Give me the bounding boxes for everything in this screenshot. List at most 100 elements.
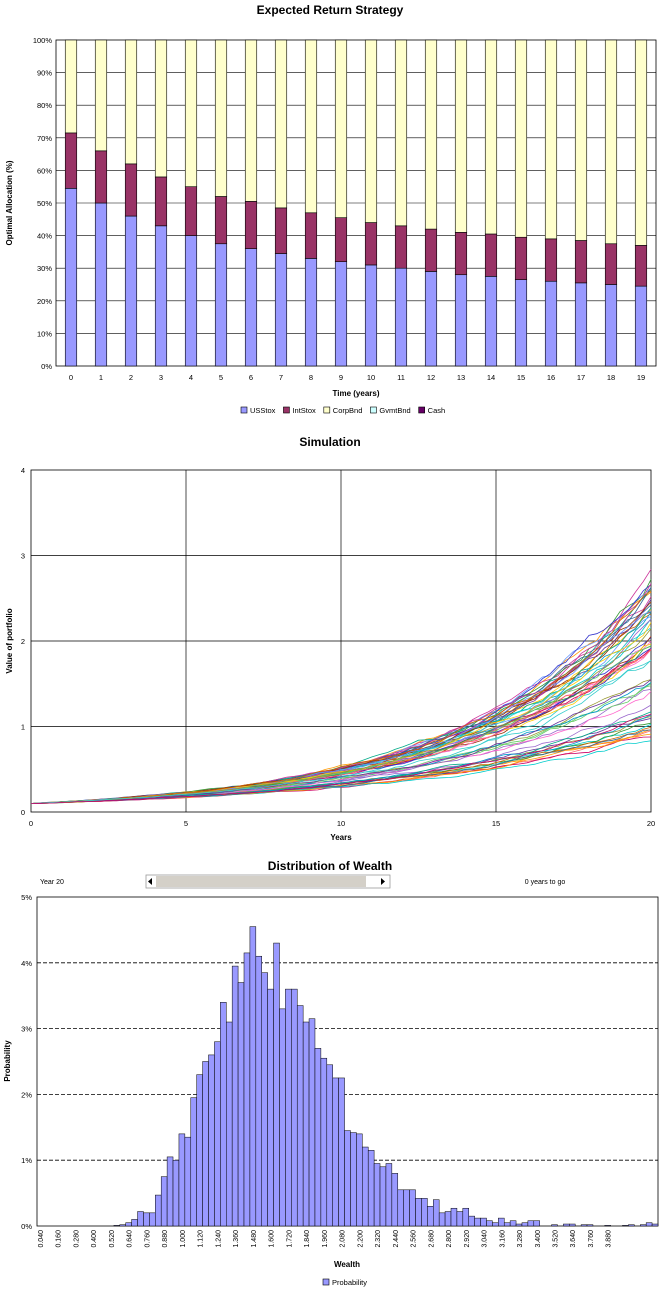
histogram-bar [438,1212,446,1227]
x-tick-label: 12 [427,373,435,382]
histogram-bar [362,1146,369,1227]
histogram-bar [356,1133,363,1227]
x-tick-label: 6 [249,373,253,382]
chart3-title: Distribution of Wealth [268,859,392,873]
histogram-bar [332,1077,339,1227]
x-tick-label: 0.880 [162,1230,169,1248]
x-tick-label: 4 [189,373,193,382]
histogram-bar [503,1222,511,1227]
bar-usstox [64,188,78,367]
histogram-bar [255,955,262,1227]
y-tick-label: 40% [37,232,52,241]
chart1-legend: USStox IntStox CorpBnd GvmtBnd Cash [240,406,445,415]
bar-intstox [334,217,348,262]
bar-intstox [394,225,408,269]
x-tick-label: 1.600 [269,1230,276,1248]
histogram-bar [397,1189,404,1227]
bar-corpbnd [334,39,348,218]
bar-corpbnd [514,39,528,238]
histogram-bar [480,1217,487,1227]
x-tick-label: 7 [279,373,283,382]
x-tick-label: 3.040 [482,1230,489,1248]
histogram-bar [462,1207,469,1227]
x-tick-label: 0 [29,819,33,828]
histogram-bar [498,1217,505,1227]
histogram-bar [214,1041,221,1227]
bar-intstox [244,201,258,249]
x-tick-label: 3 [159,373,163,382]
histogram-bar [166,1156,174,1227]
bar-corpbnd [574,39,588,241]
histogram-bar [196,1074,203,1227]
bar-intstox [424,228,438,272]
histogram-bar [563,1223,570,1227]
legend-label: CorpBnd [333,406,363,415]
x-tick-label: 3.640 [570,1230,577,1248]
x-tick-label: 0 [69,373,73,382]
bar-corpbnd [484,39,498,235]
scroll-right-arrow-icon[interactable] [381,878,385,885]
x-tick-label: 1.480 [251,1230,258,1248]
x-tick-label: 0.400 [91,1230,98,1248]
histogram-bar [119,1224,126,1227]
bar-corpbnd [604,39,618,245]
y-tick-label: 3% [21,1025,32,1034]
x-tick-label: 10 [337,819,345,828]
bar-usstox [244,248,258,367]
y-tick-label: 100% [33,36,53,45]
x-tick-label: 2.680 [428,1230,435,1248]
scrollbar-thumb[interactable] [156,876,366,887]
bar-intstox [634,245,648,287]
x-tick-label: 15 [492,819,500,828]
bar-intstox [544,238,558,282]
x-tick-label: 3.400 [535,1230,542,1248]
bar-intstox [124,163,138,217]
histogram-bar [314,1048,322,1227]
wealth-distribution-chart: Distribution of Wealth Year 20 0 years t… [3,859,659,1287]
year-scrollbar[interactable] [145,874,391,889]
histogram-bar [338,1077,345,1227]
x-tick-label: 2.560 [411,1230,418,1248]
histogram-bar [468,1215,475,1227]
bar-usstox [124,215,138,367]
histogram-bar [291,988,298,1227]
x-tick-label: 0.280 [73,1230,80,1248]
years-to-go-label: 0 years to go [525,879,566,886]
legend-swatch [370,406,377,414]
bar-corpbnd [424,39,438,230]
legend-label: USStox [250,406,276,415]
histogram-bar [261,972,268,1227]
bar-corpbnd [544,39,558,240]
bar-intstox [454,232,468,276]
histogram-bar [113,1225,121,1227]
histogram-bar [131,1219,138,1227]
bar-usstox [634,285,648,367]
x-tick-label: 5 [184,819,188,828]
legend-label: GvmtBnd [379,406,410,415]
x-tick-label: 0.640 [127,1230,134,1248]
x-tick-label: 1 [99,373,103,382]
y-tick-label: 0% [21,1222,32,1231]
bar-intstox [304,212,318,259]
histogram-bar [586,1224,594,1227]
scroll-left-arrow-icon[interactable] [148,878,152,885]
histogram-bar [350,1132,357,1227]
histogram-bar [403,1189,410,1227]
x-tick-label: 2.320 [375,1230,382,1248]
bar-corpbnd [634,39,648,246]
histogram-bar [379,1166,387,1227]
histogram-bar [509,1220,517,1227]
histogram-bar [137,1211,144,1227]
legend-label: IntStox [292,406,316,415]
y-tick-label: 5% [21,893,32,902]
histogram-bar [421,1198,428,1227]
histogram-bar [190,1097,197,1227]
x-tick-label: 3.160 [499,1230,506,1248]
y-tick-label: 3 [21,552,25,561]
x-tick-label: 8 [309,373,313,382]
y-tick-label: 10% [37,329,52,338]
histogram-bar [456,1211,464,1227]
bar-usstox [514,279,528,367]
histogram-bar [444,1211,452,1227]
x-tick-label: 11 [397,373,405,382]
